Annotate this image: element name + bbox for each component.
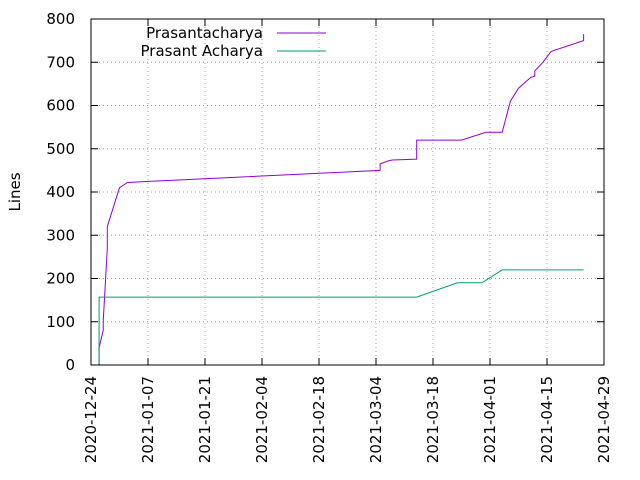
- x-tick-label: 2021-01-21: [196, 376, 214, 463]
- series-lines: [98, 34, 585, 365]
- x-tick-label: 2021-01-07: [139, 376, 157, 463]
- tick-labels: 0 100 200 300 400 500 600 700 800 2020-12-24 2021-…: [46, 10, 613, 463]
- y-tick-label: 0: [65, 356, 75, 374]
- axes: [90, 18, 605, 366]
- x-tick-label: 2020-12-24: [82, 376, 100, 463]
- series-line-1: [98, 269, 584, 365]
- x-tick-label: 2021-02-04: [253, 376, 271, 463]
- y-tick-label: 100: [46, 313, 75, 331]
- x-tick-label: 2021-03-18: [424, 376, 442, 463]
- series-line-0: [98, 34, 585, 365]
- y-tick-label: 800: [46, 10, 75, 28]
- y-tick-label: 500: [46, 140, 75, 158]
- x-tick-label: 2021-02-18: [310, 376, 328, 463]
- grid-lines: [91, 19, 604, 365]
- y-tick-label: 400: [46, 183, 75, 201]
- x-tick-label: 2021-04-15: [538, 376, 556, 463]
- y-tick-label: 700: [46, 53, 75, 71]
- y-tick-label: 300: [46, 226, 75, 244]
- x-tick-label: 2021-04-29: [595, 376, 613, 463]
- legend-label-prasant-acharya: Prasant Acharya: [141, 42, 263, 60]
- y-tick-label: 200: [46, 270, 75, 288]
- x-tick-label: 2021-04-01: [481, 376, 499, 463]
- legend-label-prasantacharya: Prasantacharya: [146, 24, 263, 42]
- x-tick-label: 2021-03-04: [367, 376, 385, 463]
- y-axis-label: Lines: [6, 172, 24, 211]
- y-tick-label: 600: [46, 97, 75, 115]
- legend: Prasantacharya Prasant Acharya: [141, 24, 326, 60]
